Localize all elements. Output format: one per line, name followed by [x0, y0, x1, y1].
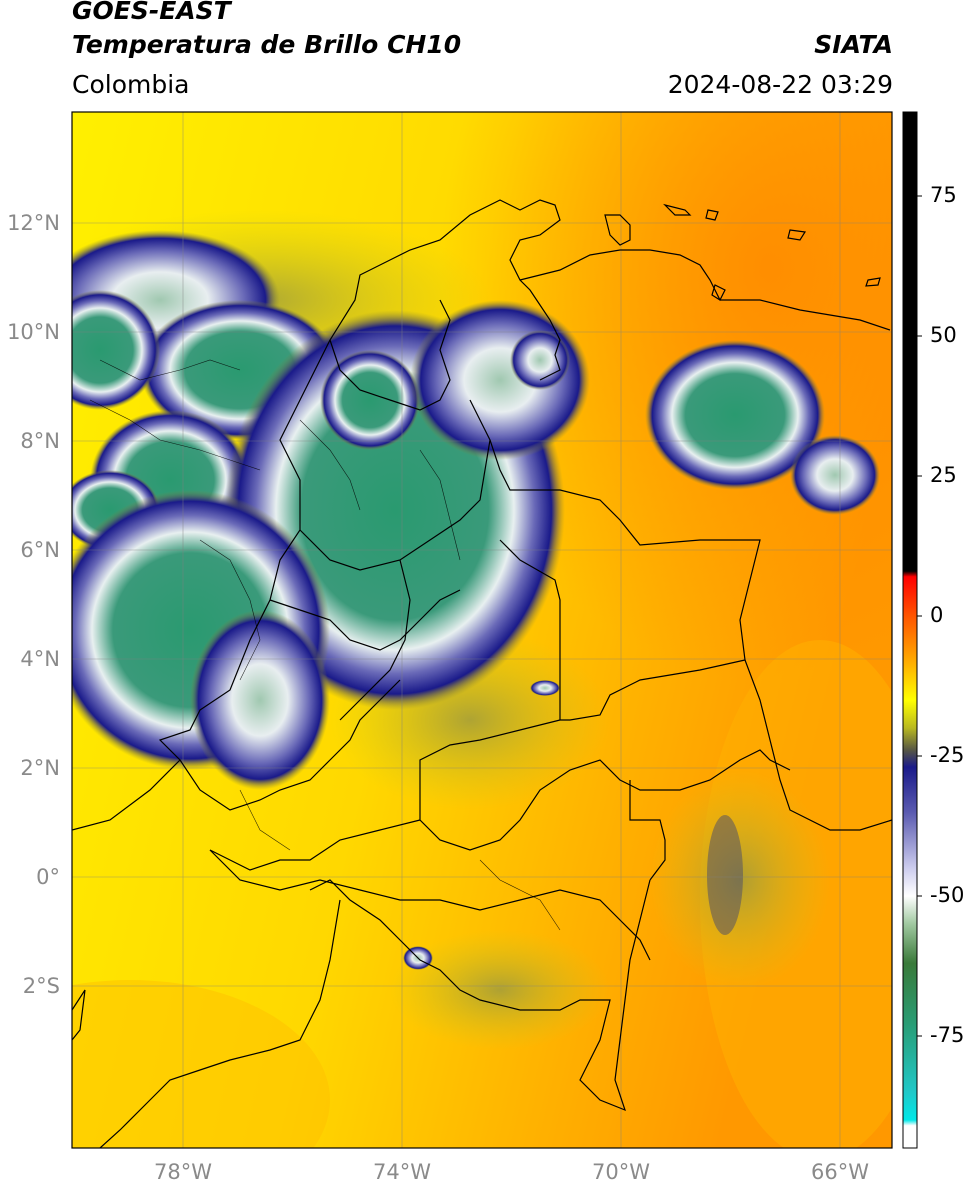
colorbar [902, 111, 922, 1149]
colorbar-tick-label: 75 [930, 183, 957, 207]
colorbar-tick-label: -75 [930, 1023, 965, 1047]
lat-label-8n: 8°N [20, 429, 60, 453]
colorbar-tick-label: 0 [930, 603, 944, 627]
colorbar-tick-label: 50 [930, 323, 957, 347]
lat-label-6n: 6°N [20, 538, 60, 562]
colorbar-tick-label: -50 [930, 883, 965, 907]
lat-label-12n: 12°N [7, 211, 60, 235]
colorbar-tick-label: 25 [930, 463, 957, 487]
lon-label-66w: 66°W [811, 1160, 869, 1184]
agency-label: SIATA [814, 30, 893, 59]
satellite-title: GOES-EAST [72, 0, 231, 25]
coastlines-borders [72, 199, 892, 1148]
graticule [72, 112, 892, 1148]
satellite-image [72, 112, 892, 1148]
product-title: Temperatura de Brillo CH10 [72, 30, 462, 59]
departmental-borders [89, 359, 561, 931]
lon-label-70w: 70°W [592, 1160, 650, 1184]
datetime-label: 2024-08-22 03:29 [667, 70, 893, 99]
lon-label-78w: 78°W [154, 1160, 212, 1184]
lat-label-10n: 10°N [7, 320, 60, 344]
colorbar-tick-label: -25 [930, 743, 965, 767]
lon-label-74w: 74°W [373, 1160, 431, 1184]
map-frame [71, 111, 893, 1149]
region-label: Colombia [72, 70, 190, 99]
lat-label-0: 0° [36, 865, 60, 889]
lat-label-2n: 2°N [20, 756, 60, 780]
lat-label-4n: 4°N [20, 647, 60, 671]
lat-label-2s: 2°S [22, 974, 60, 998]
